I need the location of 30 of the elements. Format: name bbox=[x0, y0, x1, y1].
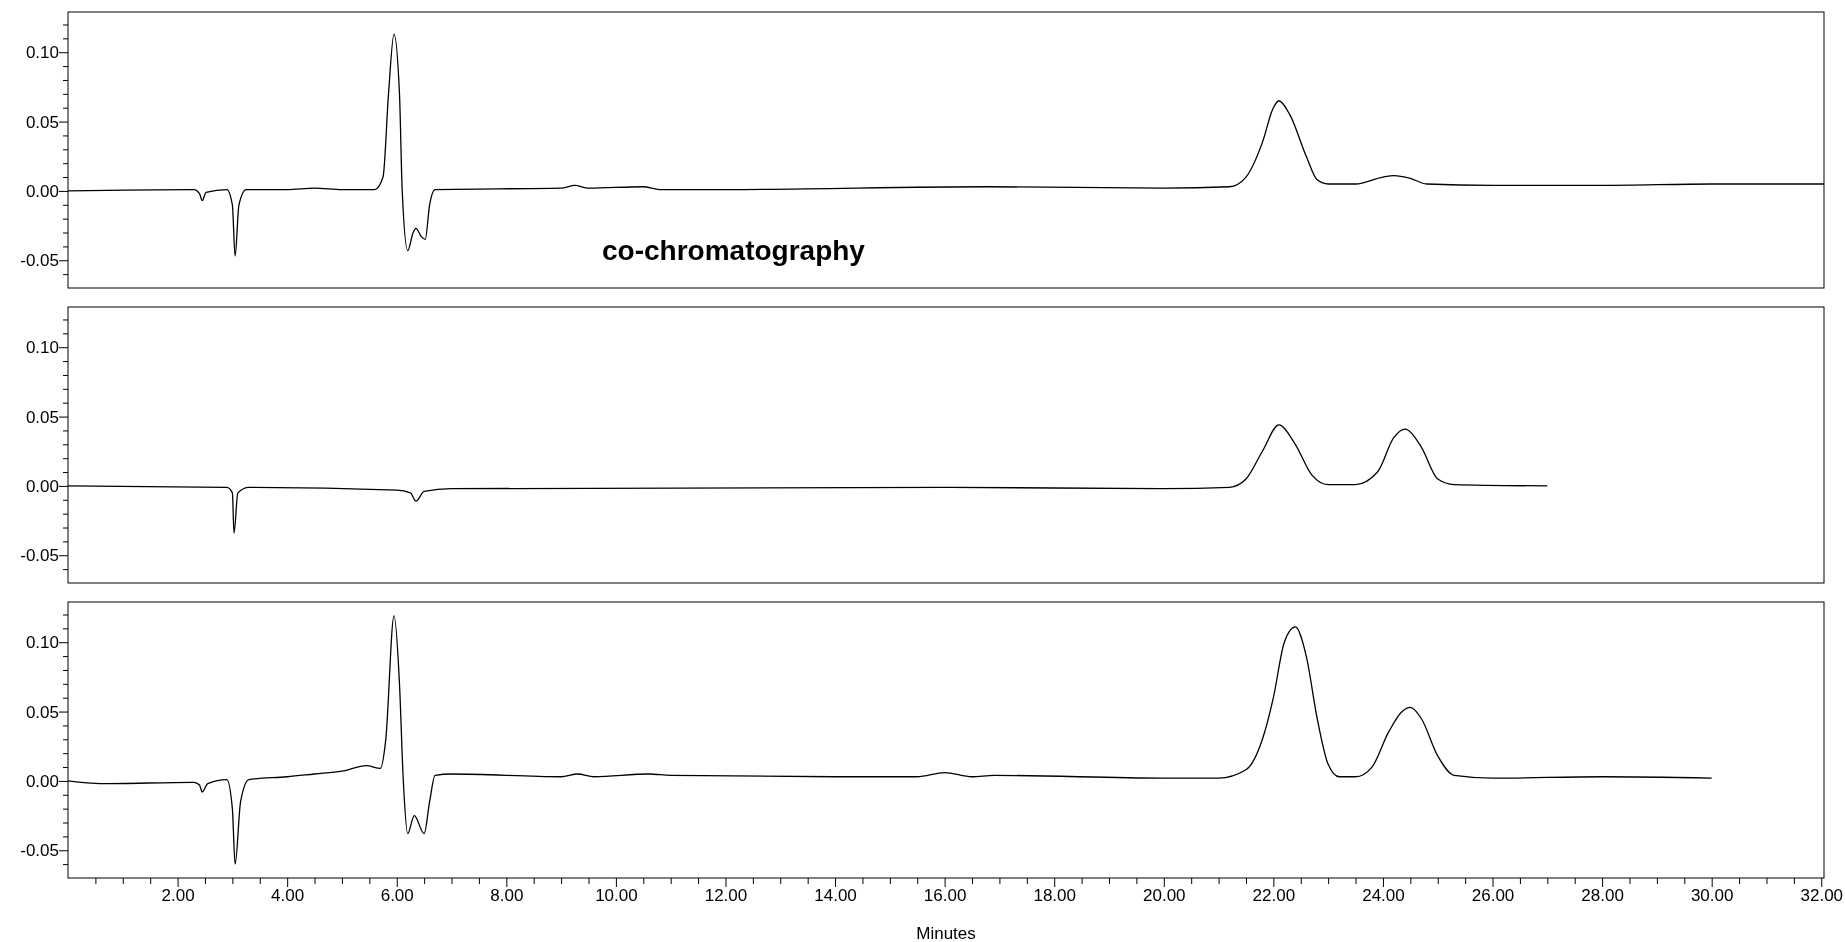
y-tick-label: 0.00 bbox=[25, 771, 59, 791]
x-tick-label: 20.00 bbox=[1143, 886, 1186, 906]
x-tick-label: 10.00 bbox=[595, 886, 638, 906]
x-tick-label: 16.00 bbox=[923, 886, 967, 906]
y-tick-label: -0.05 bbox=[20, 841, 59, 861]
x-tick-label: 6.00 bbox=[380, 886, 414, 906]
y-tick-label: 0.10 bbox=[25, 338, 59, 358]
x-tick-label: 14.00 bbox=[814, 886, 857, 906]
y-tick-label: 0.05 bbox=[25, 112, 59, 132]
y-tick-label: -0.05 bbox=[20, 546, 59, 566]
y-tick-label: 0.00 bbox=[25, 181, 59, 201]
x-tick-label: 30.00 bbox=[1690, 886, 1734, 906]
y-tick-label: 0.05 bbox=[25, 407, 59, 427]
x-axis-title: Minutes bbox=[916, 924, 976, 942]
y-tick-label: 0.00 bbox=[25, 476, 59, 496]
x-tick-label: 24.00 bbox=[1362, 886, 1405, 906]
x-tick-label: 28.00 bbox=[1581, 886, 1624, 906]
x-tick-label: 12.00 bbox=[704, 886, 748, 906]
x-tick-label: 8.00 bbox=[490, 886, 524, 906]
y-tick-label: -0.05 bbox=[20, 251, 59, 271]
annotation: co-chromatography bbox=[602, 235, 866, 266]
x-tick-label: 4.00 bbox=[271, 886, 305, 906]
x-tick-label: 22.00 bbox=[1252, 886, 1296, 906]
y-tick-label: 0.10 bbox=[25, 43, 59, 63]
y-tick-label: 0.10 bbox=[25, 633, 59, 653]
x-tick-label: 32.00 bbox=[1800, 886, 1844, 906]
x-tick-label: 18.00 bbox=[1033, 886, 1076, 906]
x-tick-label: 26.00 bbox=[1471, 886, 1515, 906]
y-tick-label: 0.05 bbox=[25, 702, 59, 722]
x-tick-label: 2.00 bbox=[161, 886, 195, 906]
